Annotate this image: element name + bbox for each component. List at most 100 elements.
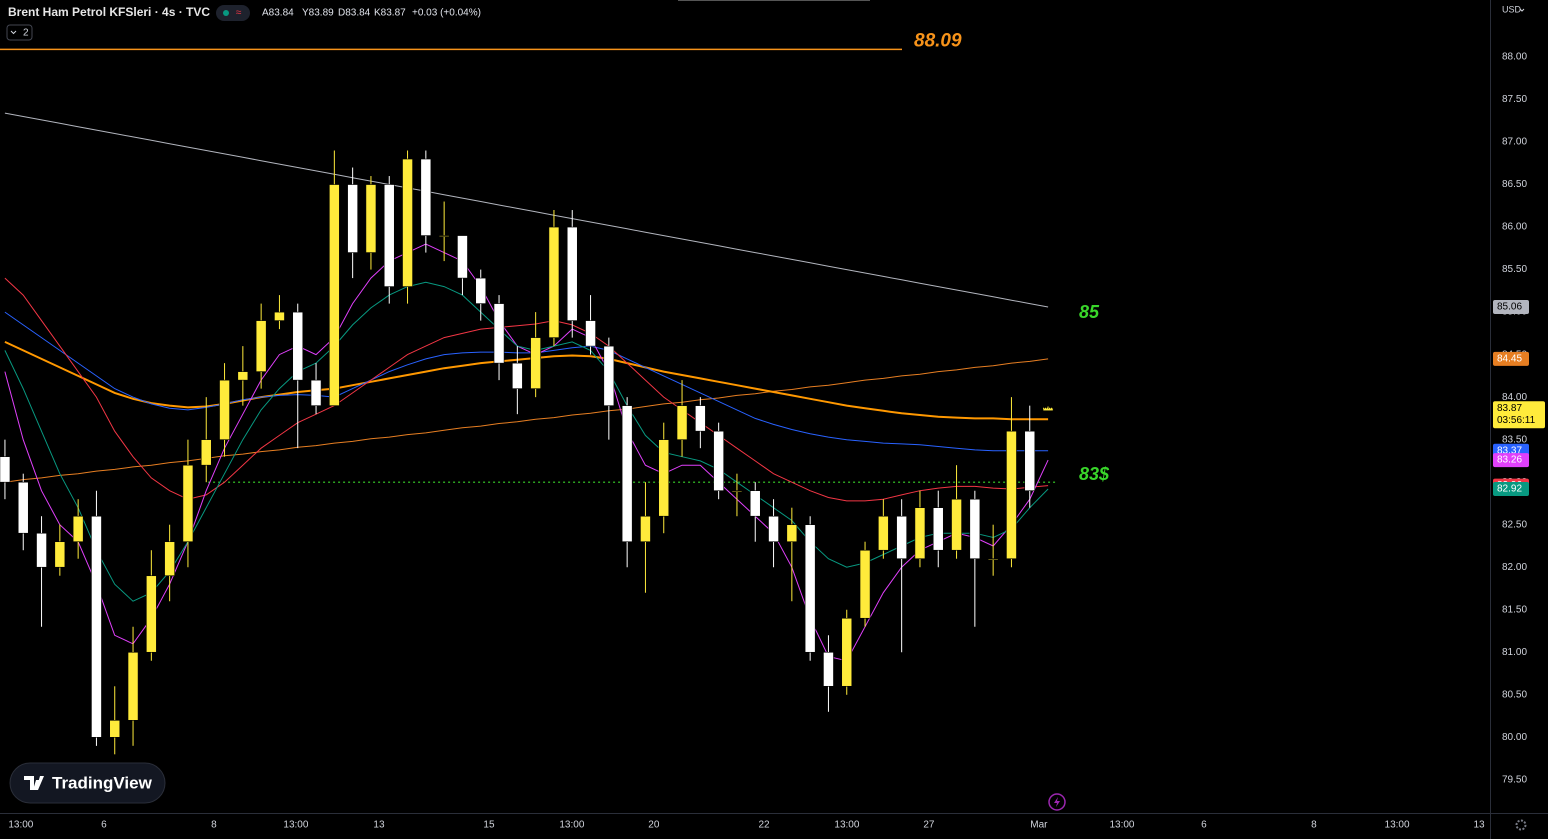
level-label: 83$ xyxy=(1079,464,1110,484)
y-tick-label: 83.50 xyxy=(1502,434,1527,445)
ohlc-close: K83.87 xyxy=(374,8,406,19)
candle-body xyxy=(951,498,962,551)
candle-body xyxy=(0,456,11,483)
lightning-icon xyxy=(1054,797,1060,807)
x-tick-label: 20 xyxy=(648,820,660,831)
x-tick-label: 8 xyxy=(1311,820,1317,831)
moving-average-line xyxy=(4,112,1049,308)
candle-body xyxy=(182,464,194,543)
candle-body xyxy=(255,320,267,372)
candle-body xyxy=(530,337,541,389)
last-price-box xyxy=(1493,401,1545,429)
candle-body xyxy=(841,617,853,687)
level-label: 88.09 xyxy=(914,30,962,51)
candle-body xyxy=(72,515,84,543)
candle-body xyxy=(804,524,816,653)
candle-body xyxy=(420,158,432,236)
candle-body xyxy=(237,371,249,381)
candle-body xyxy=(475,277,487,304)
x-tick-label: 13:00 xyxy=(283,820,308,831)
logo-mark xyxy=(24,776,44,790)
x-tick-label: 13 xyxy=(1473,820,1485,831)
price-axis-label: 85.06 xyxy=(1497,302,1522,313)
y-tick-label: 86.00 xyxy=(1502,222,1527,233)
y-tick-label: 84.00 xyxy=(1502,392,1527,403)
price-axis-label-box xyxy=(1493,453,1529,468)
x-tick-label: Mar xyxy=(1030,820,1048,831)
logo-badge[interactable] xyxy=(9,762,166,804)
candle-body xyxy=(969,498,981,560)
candle-body xyxy=(768,515,779,543)
candle-body xyxy=(438,235,450,237)
price-axis-label: 83.37 xyxy=(1497,445,1522,456)
candle-body xyxy=(585,320,596,347)
moving-average-line xyxy=(4,358,1049,483)
y-tick-label: 82.00 xyxy=(1502,562,1527,573)
y-tick-label: 80.50 xyxy=(1502,689,1527,700)
lightning-button[interactable] xyxy=(1048,793,1066,811)
y-tick-label: 85.50 xyxy=(1502,264,1527,275)
x-tick-label: 22 xyxy=(758,820,770,831)
plot-area xyxy=(0,48,1058,755)
y-tick-label: 82.50 xyxy=(1502,519,1527,530)
settings-button[interactable] xyxy=(1515,819,1527,831)
candle-body xyxy=(347,184,358,253)
candle-body xyxy=(402,158,413,287)
candle-body xyxy=(457,235,468,279)
price-axis-label: 84.45 xyxy=(1497,354,1522,365)
status-icon: ≈ xyxy=(236,8,242,19)
currency[interactable]: USD xyxy=(1502,4,1522,14)
candle-body xyxy=(878,515,889,551)
moving-average-line xyxy=(4,281,1049,602)
candle-body xyxy=(109,720,121,738)
price-axis-label-box xyxy=(1493,481,1529,496)
candle-body xyxy=(200,439,212,466)
x-tick-label: 13 xyxy=(373,820,385,831)
candle-body xyxy=(896,515,907,560)
y-tick-label: 86.50 xyxy=(1502,179,1527,190)
candle-body xyxy=(987,558,999,561)
x-tick-label: 13:00 xyxy=(1385,820,1410,831)
candle-body xyxy=(823,651,834,687)
ohlc-low: D83.84 xyxy=(338,8,371,19)
candle-body xyxy=(932,507,944,551)
y-tick-label: 87.50 xyxy=(1502,94,1527,105)
last-price: 83.87 xyxy=(1497,403,1522,414)
candle-body xyxy=(310,379,322,406)
candle-body xyxy=(859,549,871,619)
candle-body xyxy=(1006,430,1017,560)
candle-body xyxy=(621,405,633,543)
x-tick-label: 8 xyxy=(211,820,217,831)
currency-chevron xyxy=(1519,8,1525,12)
y-tick-label: 80.00 xyxy=(1502,732,1527,743)
candle-body xyxy=(91,515,102,738)
candle-body xyxy=(676,405,688,440)
candle-body xyxy=(365,184,377,253)
candle-body xyxy=(493,303,505,364)
countdown: 03:56:11 xyxy=(1497,415,1536,426)
x-tick-label: 13:00 xyxy=(834,820,859,831)
candle-body xyxy=(749,490,761,517)
candle-body xyxy=(164,541,175,577)
x-tick-label: 6 xyxy=(101,820,107,831)
candle-body xyxy=(1024,430,1036,491)
price-axis-label-box xyxy=(1493,351,1529,366)
price-axis-label-box xyxy=(1493,300,1529,315)
y-tick-label: 81.50 xyxy=(1502,604,1527,615)
status-pill[interactable] xyxy=(216,5,250,21)
candle-body xyxy=(292,311,304,381)
indicator-toggle[interactable] xyxy=(6,24,33,41)
ohlc-high: Y83.89 xyxy=(302,8,334,19)
moving-average-line xyxy=(4,311,1049,452)
ohlc-open: A83.84 xyxy=(262,8,294,19)
candle-body xyxy=(786,524,798,543)
candle-body xyxy=(512,362,523,389)
moving-average-line xyxy=(4,340,1049,421)
candle-body xyxy=(383,184,395,287)
moving-average-line xyxy=(4,243,1049,662)
candle-body xyxy=(17,481,29,534)
y-tick-label: 79.50 xyxy=(1502,774,1527,785)
